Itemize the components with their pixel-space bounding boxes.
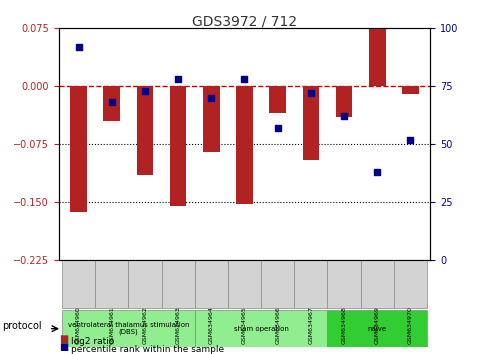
FancyBboxPatch shape xyxy=(327,260,360,308)
Text: GSM634962: GSM634962 xyxy=(142,306,147,344)
Text: ■: ■ xyxy=(59,342,68,352)
Bar xyxy=(203,86,219,152)
Text: ■: ■ xyxy=(59,335,68,344)
Bar xyxy=(302,86,319,160)
Bar xyxy=(136,86,153,175)
Text: GSM634966: GSM634966 xyxy=(275,306,280,344)
FancyBboxPatch shape xyxy=(161,260,194,308)
FancyBboxPatch shape xyxy=(62,260,95,308)
Bar xyxy=(368,28,385,86)
Point xyxy=(108,99,116,105)
Bar xyxy=(236,86,252,204)
Text: protocol: protocol xyxy=(2,321,42,331)
FancyBboxPatch shape xyxy=(327,310,426,347)
Point xyxy=(340,114,347,119)
Bar xyxy=(335,86,352,117)
Text: GSM634964: GSM634964 xyxy=(208,306,213,344)
FancyBboxPatch shape xyxy=(194,260,227,308)
Text: GSM634961: GSM634961 xyxy=(109,306,114,344)
Text: GSM634960: GSM634960 xyxy=(76,306,81,344)
Text: sham operation: sham operation xyxy=(233,326,288,332)
Bar xyxy=(103,86,120,121)
Text: naive: naive xyxy=(367,326,386,332)
FancyBboxPatch shape xyxy=(294,260,327,308)
FancyBboxPatch shape xyxy=(393,260,426,308)
Point xyxy=(240,76,248,82)
Text: log2 ratio: log2 ratio xyxy=(71,337,114,346)
Text: GSM634965: GSM634965 xyxy=(242,306,246,344)
Point xyxy=(207,95,215,101)
FancyBboxPatch shape xyxy=(62,310,194,347)
Text: GSM634969: GSM634969 xyxy=(374,306,379,344)
FancyBboxPatch shape xyxy=(227,260,261,308)
Text: GSM634968: GSM634968 xyxy=(341,306,346,344)
Point xyxy=(141,88,148,94)
Point xyxy=(174,76,182,82)
Text: GDS3972 / 712: GDS3972 / 712 xyxy=(192,14,296,28)
Bar xyxy=(70,86,87,212)
FancyBboxPatch shape xyxy=(128,260,161,308)
Text: GSM634970: GSM634970 xyxy=(407,306,412,344)
Bar xyxy=(401,86,418,94)
Point xyxy=(406,137,413,142)
Point xyxy=(306,90,314,96)
Point xyxy=(273,125,281,131)
Point xyxy=(75,44,82,50)
Text: percentile rank within the sample: percentile rank within the sample xyxy=(71,345,224,354)
Bar xyxy=(269,86,285,113)
Text: GSM634967: GSM634967 xyxy=(308,306,313,344)
Text: ventrolateral thalamus stimulation
(DBS): ventrolateral thalamus stimulation (DBS) xyxy=(67,322,189,336)
FancyBboxPatch shape xyxy=(360,260,393,308)
FancyBboxPatch shape xyxy=(261,260,294,308)
Text: GSM634963: GSM634963 xyxy=(175,306,180,344)
Point xyxy=(372,169,380,175)
FancyBboxPatch shape xyxy=(194,310,327,347)
Bar xyxy=(169,86,186,206)
FancyBboxPatch shape xyxy=(95,260,128,308)
